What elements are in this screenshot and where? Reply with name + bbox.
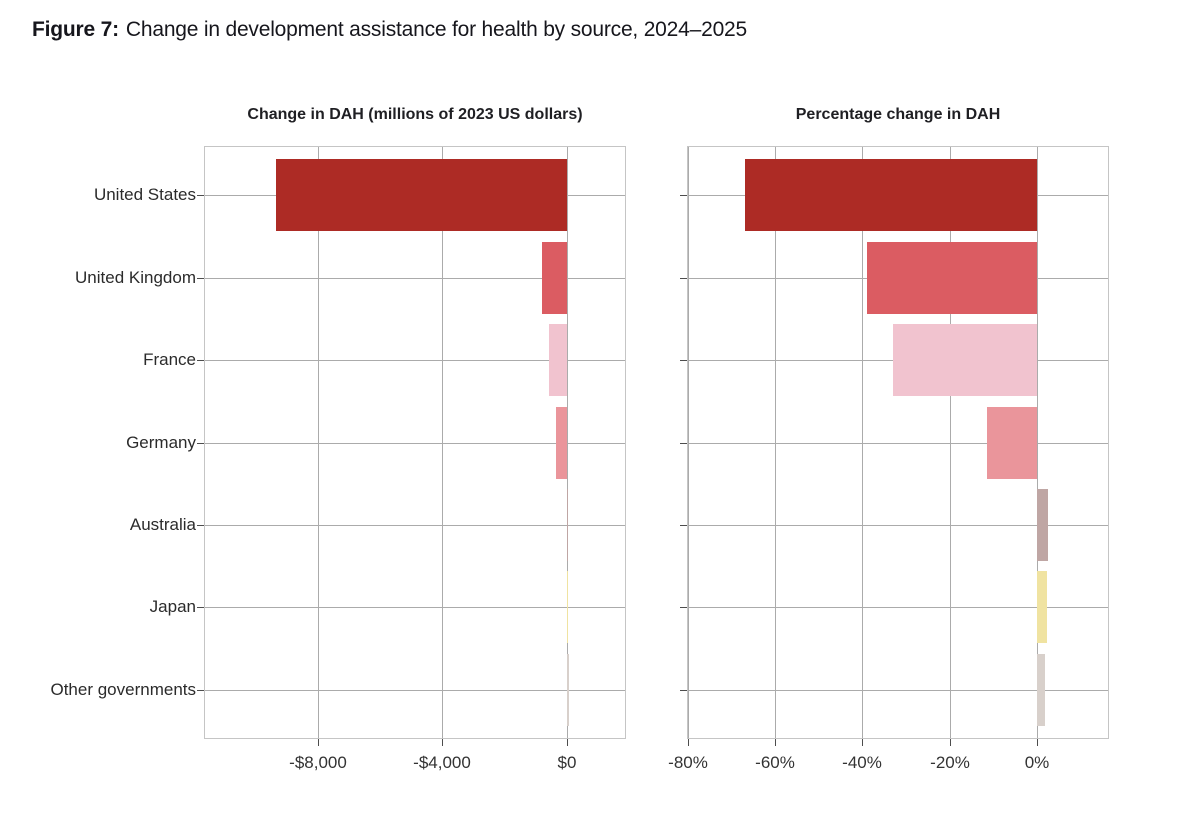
x-tick-label-dollar-change: -$8,000 xyxy=(289,753,347,772)
x-tick-label-percent-change: -40% xyxy=(842,753,882,772)
y-tick-dollar-change-australia xyxy=(197,524,204,526)
bar-percent-change-germany xyxy=(986,406,1037,479)
x-tick-percent-change xyxy=(775,739,776,746)
panel-title-dollar-change: Change in DAH (millions of 2023 US dolla… xyxy=(247,106,583,123)
x-tick-label-dollar-change: -$4,000 xyxy=(413,753,471,772)
y-tick-percent-change-other-governments xyxy=(680,689,687,691)
x-tick-dollar-change xyxy=(442,739,443,746)
category-label-united-states: United States xyxy=(93,185,196,205)
x-tick-label-percent-change: 0% xyxy=(1024,753,1050,772)
y-tick-dollar-change-united-states xyxy=(197,195,204,197)
gridline-other-governments xyxy=(204,689,626,691)
x-tick-label-dollar-change: $0 xyxy=(557,753,577,772)
panel-title-percent-change: Percentage change in DAH xyxy=(795,106,1001,123)
x-tick-percent-change xyxy=(862,739,863,746)
y-tick-dollar-change-germany xyxy=(197,442,204,444)
y-tick-dollar-change-other-governments xyxy=(197,689,204,691)
gridline-percent-change--80% xyxy=(688,146,689,739)
x-tick-label-percent-change: -20% xyxy=(930,753,970,772)
y-tick-percent-change-japan xyxy=(680,607,687,609)
bar-percent-change-other-governments xyxy=(1036,653,1046,726)
x-tick-dollar-change xyxy=(567,739,568,746)
bar-dollar-change-australia xyxy=(566,488,568,561)
y-tick-dollar-change-united-kingdom xyxy=(197,277,204,279)
category-label-japan: Japan xyxy=(149,597,196,617)
y-tick-percent-change-germany xyxy=(680,442,687,444)
gridline-percent-change--20% xyxy=(950,146,951,739)
bar-dollar-change-japan xyxy=(566,571,568,644)
gridline-japan xyxy=(687,607,1109,609)
y-tick-percent-change-united-kingdom xyxy=(680,277,687,279)
gridline-japan xyxy=(204,607,626,609)
x-tick-dollar-change xyxy=(318,739,319,746)
bar-percent-change-australia xyxy=(1036,488,1049,561)
bar-percent-change-united-states xyxy=(744,159,1037,232)
category-label-other-governments: Other governments xyxy=(50,679,196,699)
bar-percent-change-united-kingdom xyxy=(866,241,1037,314)
gridline-united-kingdom xyxy=(204,277,626,279)
category-label-united-kingdom: United Kingdom xyxy=(75,267,196,287)
gridline-france xyxy=(204,360,626,362)
bar-dollar-change-france xyxy=(548,324,567,397)
bar-percent-change-japan xyxy=(1036,571,1047,644)
gridline-dollar-change--$8,000 xyxy=(318,146,319,739)
x-tick-percent-change xyxy=(950,739,951,746)
gridline-dollar-change-$0 xyxy=(567,146,568,739)
x-tick-percent-change xyxy=(688,739,689,746)
gridline-other-governments xyxy=(687,689,1109,691)
figure-number-label: Figure 7: xyxy=(32,18,119,41)
bar-percent-change-france xyxy=(892,324,1037,397)
bar-dollar-change-united-states xyxy=(275,159,567,232)
gridline-percent-change--60% xyxy=(775,146,776,739)
figure-title-text: Change in development assistance for hea… xyxy=(125,18,748,41)
gridline-australia xyxy=(687,524,1109,526)
bar-dollar-change-united-kingdom xyxy=(541,241,567,314)
y-tick-dollar-change-france xyxy=(197,360,204,362)
gridline-germany xyxy=(204,442,626,444)
category-label-france: France xyxy=(143,350,196,370)
x-tick-label-percent-change: -80% xyxy=(668,753,708,772)
figure-title: Figure 7: Change in development assistanc… xyxy=(32,18,747,42)
gridline-dollar-change--$4,000 xyxy=(442,146,443,739)
category-label-germany: Germany xyxy=(126,432,196,452)
y-tick-percent-change-united-states xyxy=(680,195,687,197)
gridline-percent-change-0% xyxy=(1037,146,1038,739)
y-tick-dollar-change-japan xyxy=(197,607,204,609)
category-label-australia: Australia xyxy=(129,514,196,534)
y-tick-percent-change-france xyxy=(680,360,687,362)
bar-dollar-change-other-governments xyxy=(566,653,570,726)
gridline-germany xyxy=(687,442,1109,444)
x-tick-percent-change xyxy=(1037,739,1038,746)
y-tick-percent-change-australia xyxy=(680,524,687,526)
gridline-australia xyxy=(204,524,626,526)
bar-dollar-change-germany xyxy=(555,406,567,479)
x-tick-label-percent-change: -60% xyxy=(755,753,795,772)
gridline-percent-change--40% xyxy=(862,146,863,739)
